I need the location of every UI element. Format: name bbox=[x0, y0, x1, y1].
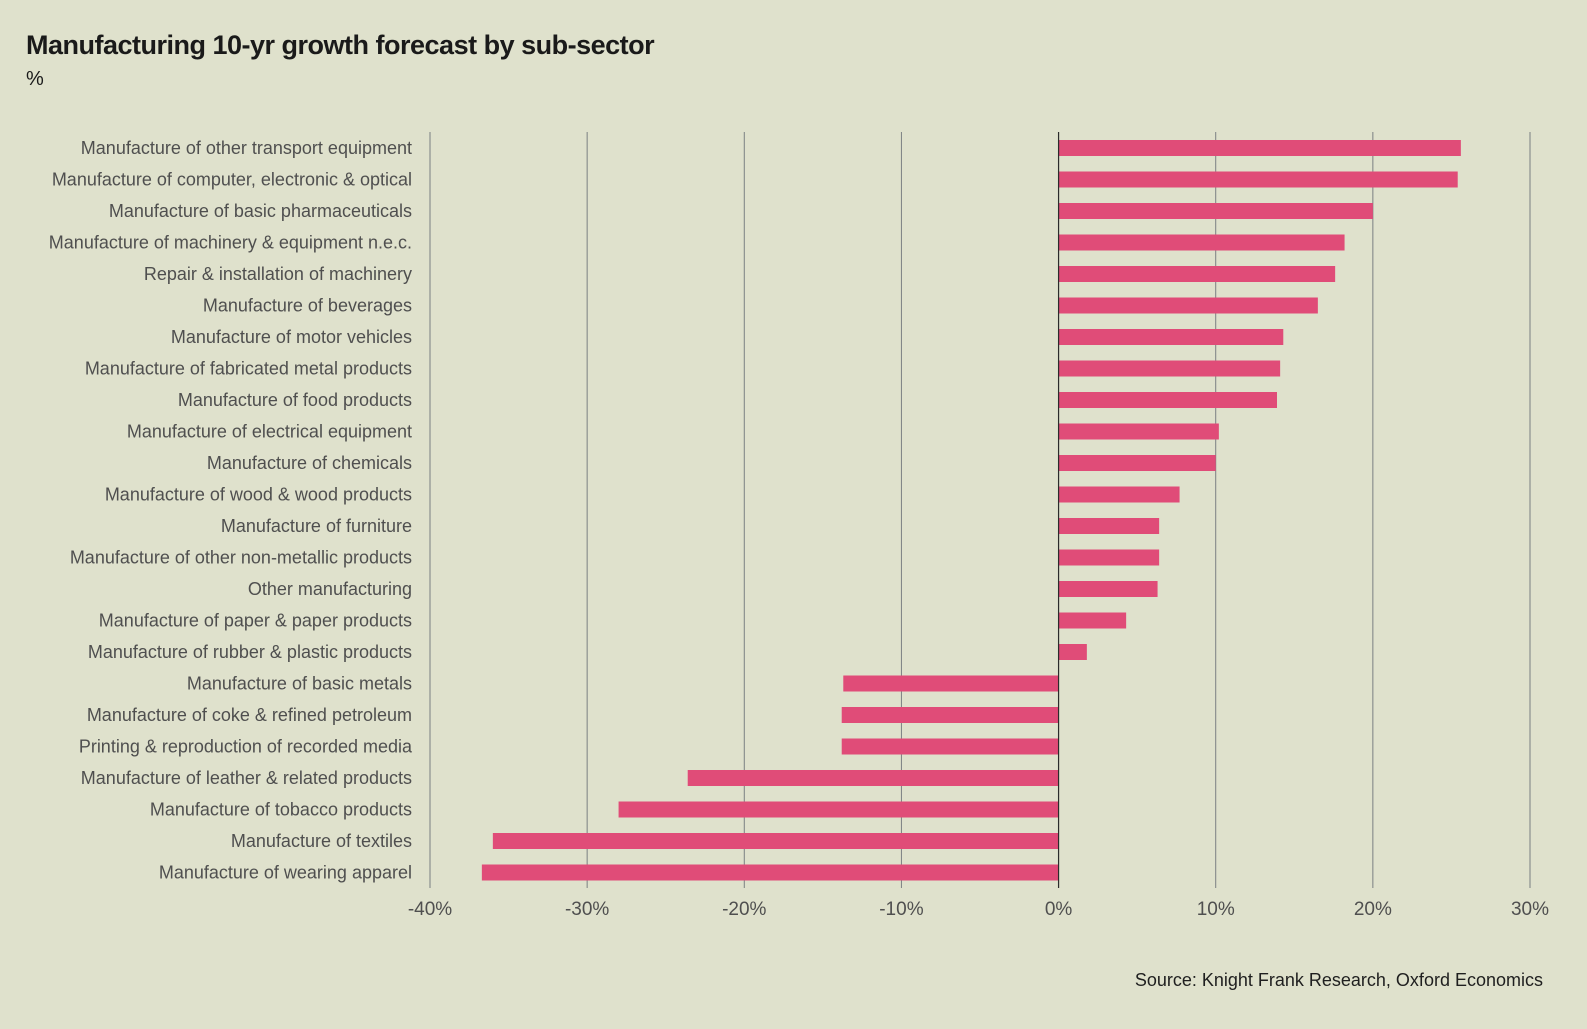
category-label: Manufacture of fabricated metal products bbox=[85, 359, 412, 379]
category-label: Manufacture of wearing apparel bbox=[159, 863, 412, 883]
category-label: Manufacture of beverages bbox=[203, 296, 412, 316]
category-label: Manufacture of paper & paper products bbox=[99, 611, 412, 631]
bar bbox=[1058, 360, 1281, 377]
category-label: Manufacture of chemicals bbox=[207, 453, 412, 473]
bar bbox=[687, 770, 1059, 786]
bar bbox=[1058, 518, 1160, 534]
category-label: Manufacture of motor vehicles bbox=[171, 327, 412, 347]
x-tick-label: -40% bbox=[408, 899, 452, 920]
category-label: Manufacture of textiles bbox=[231, 831, 412, 851]
category-label: Printing & reproduction of recorded medi… bbox=[79, 737, 413, 757]
bar bbox=[843, 675, 1059, 692]
category-label: Manufacture of machinery & equipment n.e… bbox=[49, 233, 412, 253]
category-label: Manufacture of basic metals bbox=[187, 674, 412, 694]
category-label: Manufacture of rubber & plastic products bbox=[88, 642, 412, 662]
category-label: Repair & installation of machinery bbox=[144, 264, 412, 284]
category-label: Manufacture of furniture bbox=[221, 516, 412, 536]
x-tick-label: 10% bbox=[1197, 899, 1235, 920]
bar bbox=[1058, 392, 1277, 408]
bar bbox=[841, 738, 1059, 755]
category-label: Manufacture of other transport equipment bbox=[81, 138, 412, 158]
category-label: Manufacture of food products bbox=[178, 390, 412, 410]
bar bbox=[481, 864, 1059, 881]
category-labels: Manufacture of other transport equipment… bbox=[49, 138, 413, 883]
bar bbox=[1058, 297, 1318, 314]
x-tick-label: -30% bbox=[565, 899, 609, 920]
category-label: Manufacture of electrical equipment bbox=[127, 422, 412, 442]
bar bbox=[1058, 234, 1345, 251]
x-tick-label: 0% bbox=[1045, 899, 1073, 920]
bar bbox=[1058, 644, 1087, 660]
category-label: Manufacture of coke & refined petroleum bbox=[87, 705, 412, 725]
bar bbox=[1058, 140, 1461, 156]
category-label: Manufacture of leather & related product… bbox=[81, 768, 412, 788]
source-note: Source: Knight Frank Research, Oxford Ec… bbox=[1134, 970, 1543, 990]
category-label: Manufacture of other non-metallic produc… bbox=[70, 548, 412, 568]
category-label: Manufacture of basic pharmaceuticals bbox=[109, 201, 412, 221]
bar bbox=[1058, 455, 1216, 471]
x-tick-labels: -40% -30% -20% -10% 0% 10% 20% 30% bbox=[408, 899, 1549, 920]
category-label: Manufacture of wood & wood products bbox=[105, 485, 412, 505]
bars bbox=[481, 140, 1461, 881]
bar bbox=[841, 707, 1059, 723]
category-label: Other manufacturing bbox=[248, 579, 412, 599]
bar bbox=[1058, 423, 1219, 440]
bar bbox=[1058, 171, 1458, 188]
bar bbox=[1058, 266, 1336, 282]
bar bbox=[1058, 203, 1373, 219]
bar bbox=[492, 833, 1059, 849]
bar bbox=[1058, 581, 1158, 597]
category-label: Manufacture of tobacco products bbox=[150, 800, 412, 820]
bar bbox=[1058, 612, 1127, 629]
bar bbox=[1058, 329, 1284, 345]
x-tick-label: -10% bbox=[879, 899, 923, 920]
bar bbox=[1058, 549, 1160, 566]
x-tick-label: 30% bbox=[1511, 899, 1549, 920]
x-tick-label: -20% bbox=[722, 899, 766, 920]
chart-subtitle: % bbox=[26, 68, 44, 90]
bar bbox=[618, 801, 1059, 818]
category-label: Manufacture of computer, electronic & op… bbox=[52, 170, 412, 190]
chart-title: Manufacturing 10-yr growth forecast by s… bbox=[26, 30, 655, 60]
x-tick-label: 20% bbox=[1354, 899, 1392, 920]
gridlines bbox=[429, 132, 1531, 888]
bar bbox=[1058, 486, 1180, 503]
